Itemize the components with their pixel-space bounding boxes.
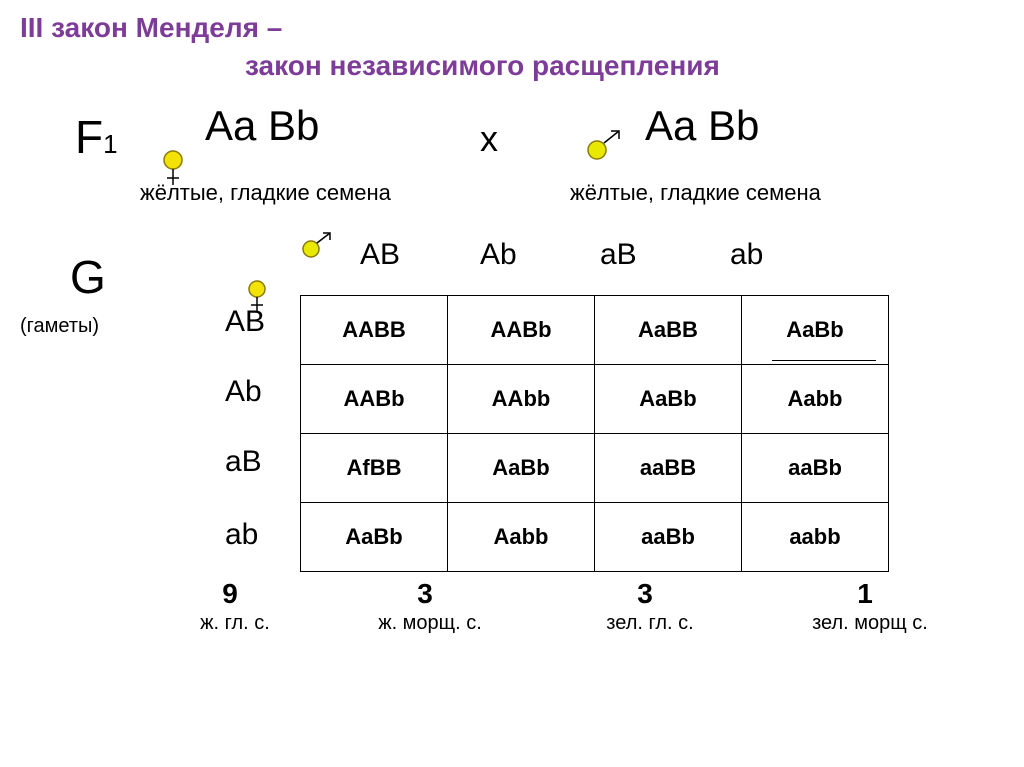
gametes-symbol: G bbox=[70, 250, 106, 304]
ratio-label-2: зел. гл. с. bbox=[570, 612, 730, 635]
punnett-cell: aaBb bbox=[595, 503, 742, 572]
gamete-col-0: AB bbox=[360, 238, 400, 272]
generation-sub: 1 bbox=[103, 129, 117, 159]
table-row: AfBB AaBb aaBB aaBb bbox=[301, 434, 889, 503]
gamete-row-0: AB bbox=[225, 305, 265, 339]
punnett-cell: AaBb bbox=[595, 365, 742, 434]
parent-left-genotype: Aa Bb bbox=[205, 102, 319, 150]
parent-right-phenotype: жёлтые, гладкие семена bbox=[570, 180, 821, 206]
gamete-col-1: Ab bbox=[480, 238, 517, 272]
ratio-num-2: 3 bbox=[615, 578, 675, 610]
gamete-col-3: ab bbox=[730, 238, 763, 272]
generation-symbol: F1 bbox=[75, 110, 118, 164]
table-row: AABB AABb AaBB AaBb bbox=[301, 296, 889, 365]
table-row: AABb AAbb AaBb Aabb bbox=[301, 365, 889, 434]
punnett-cell: AaBb bbox=[448, 434, 595, 503]
ratio-num-3: 1 bbox=[835, 578, 895, 610]
parent-right-genotype: Aa Bb bbox=[645, 102, 759, 150]
male-icon bbox=[585, 128, 625, 167]
punnett-cell: Aabb bbox=[448, 503, 595, 572]
title-line-1: III закон Менделя – bbox=[20, 12, 282, 44]
punnett-cell: AABB bbox=[301, 296, 448, 365]
gamete-row-2: aB bbox=[225, 445, 262, 479]
punnett-cell: AABb bbox=[448, 296, 595, 365]
table-row: AaBb Aabb aaBb aabb bbox=[301, 503, 889, 572]
punnett-cell: AaBB bbox=[595, 296, 742, 365]
parent-left-phenotype: жёлтые, гладкие семена bbox=[140, 180, 391, 206]
title-line-2: закон независимого расщепления bbox=[245, 50, 720, 82]
gametes-note: (гаметы) bbox=[20, 315, 99, 338]
stray-line bbox=[772, 360, 876, 361]
ratio-num-0: 9 bbox=[200, 578, 260, 610]
punnett-cell: AfBB bbox=[301, 434, 448, 503]
punnett-cell: Aabb bbox=[742, 365, 889, 434]
ratio-num-1: 3 bbox=[395, 578, 455, 610]
punnett-square: AABB AABb AaBB AaBb AABb AAbb AaBb Aabb … bbox=[300, 295, 889, 572]
ratio-label-0: ж. гл. с. bbox=[160, 612, 310, 635]
cross-symbol: х bbox=[480, 118, 498, 160]
male-icon-small bbox=[300, 230, 336, 265]
gamete-row-1: Ab bbox=[225, 375, 262, 409]
gamete-col-2: aB bbox=[600, 238, 637, 272]
ratio-label-1: ж. морщ. с. bbox=[350, 612, 510, 635]
punnett-cell: aaBb bbox=[742, 434, 889, 503]
generation-F: F bbox=[75, 111, 103, 163]
punnett-cell: AAbb bbox=[448, 365, 595, 434]
punnett-cell: AABb bbox=[301, 365, 448, 434]
punnett-cell: aabb bbox=[742, 503, 889, 572]
punnett-cell: AaBb bbox=[742, 296, 889, 365]
punnett-cell: AaBb bbox=[301, 503, 448, 572]
gamete-row-3: ab bbox=[225, 518, 258, 552]
ratio-label-3: зел. морщ с. bbox=[790, 612, 950, 635]
punnett-cell: aaBB bbox=[595, 434, 742, 503]
